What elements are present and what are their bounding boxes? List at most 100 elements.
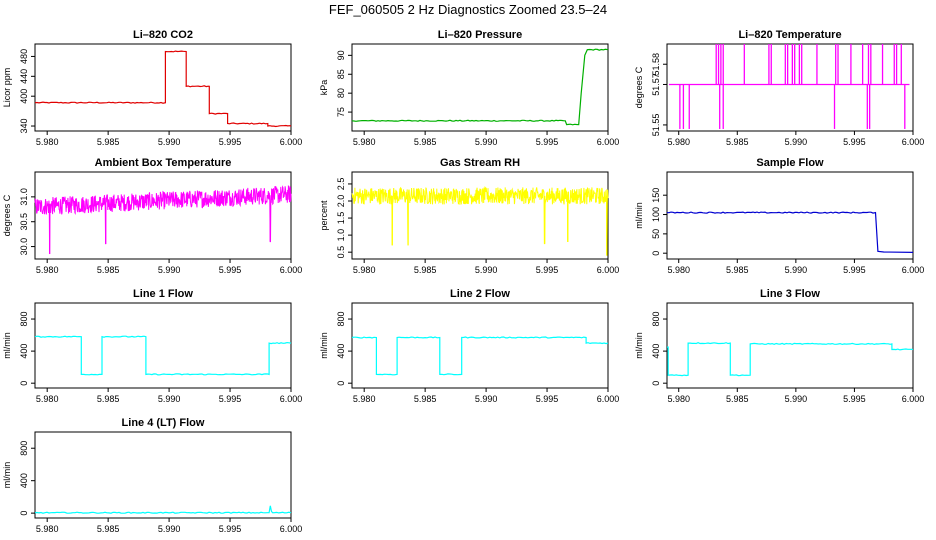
y-tick-label: 75	[336, 107, 346, 117]
y-tick-label: 400	[19, 473, 29, 488]
panel-title: Ambient Box Temperature	[95, 157, 232, 169]
x-tick-label: 5.985	[726, 137, 749, 147]
y-tick-label: 440	[19, 69, 29, 84]
y-tick-label: 100	[651, 207, 661, 222]
x-tick-label: 6.000	[280, 265, 303, 275]
x-tick-label: 5.995	[219, 265, 242, 275]
panel-title: Sample Flow	[756, 157, 824, 169]
y-tick-label: 2.5	[336, 178, 346, 191]
chart-panel: Li–820 Temperature degrees C 5.980 5.985 5.9…	[634, 29, 924, 147]
data-series	[667, 342, 914, 377]
y-axis-label: kPa	[319, 80, 329, 96]
x-tick-label: 5.995	[843, 265, 866, 275]
y-tick-label: 400	[19, 344, 29, 359]
x-tick-label: 5.990	[785, 137, 808, 147]
x-tick-label: 6.000	[280, 137, 303, 147]
y-tick-label: 400	[651, 344, 661, 359]
chart-panel: Sample Flow ml/min 5.980 5.985 5.990 5.995 6.0…	[634, 157, 924, 275]
x-tick-label: 5.980	[36, 137, 59, 147]
data-series	[34, 185, 292, 255]
x-tick-label: 5.980	[667, 137, 690, 147]
x-tick-label: 5.980	[353, 265, 376, 275]
y-tick-label: 0.5	[336, 246, 346, 259]
x-tick-label: 6.000	[902, 265, 925, 275]
y-axis-label: ml/min	[634, 332, 644, 359]
y-tick-label: 31.0	[19, 188, 29, 206]
x-tick-label: 5.980	[36, 524, 59, 534]
y-tick-label: 30.0	[19, 238, 29, 256]
y-tick-label: 0	[336, 381, 346, 386]
y-tick-label: 51.55	[651, 114, 661, 137]
panel-title: Line 1 Flow	[133, 288, 193, 300]
y-tick-label: 51.57	[651, 73, 661, 96]
x-tick-label: 5.990	[158, 524, 181, 534]
y-tick-label: 0	[19, 511, 29, 516]
y-tick-label: 400	[19, 89, 29, 104]
x-tick-label: 5.990	[158, 394, 181, 404]
y-tick-label: 0	[19, 381, 29, 386]
panel-title: Li–820 Temperature	[738, 29, 841, 41]
x-tick-label: 6.000	[902, 394, 925, 404]
y-tick-label: 400	[336, 344, 346, 359]
y-axis-label: Licor ppm	[2, 68, 12, 108]
data-series	[669, 44, 910, 129]
x-tick-label: 5.980	[36, 394, 59, 404]
x-tick-label: 5.990	[785, 265, 808, 275]
x-tick-label: 6.000	[280, 524, 303, 534]
series-line	[34, 505, 292, 514]
y-tick-label: 50	[651, 229, 661, 239]
chart-panel: Li–820 CO2 Licor ppm 5.980 5.985 5.990 5.995 6…	[2, 29, 302, 147]
series-line	[667, 342, 914, 377]
x-tick-label: 5.995	[536, 137, 559, 147]
x-tick-label: 5.995	[219, 137, 242, 147]
y-tick-label: 2.0	[336, 195, 346, 208]
series-line	[351, 336, 609, 376]
y-axis-label: ml/min	[319, 332, 329, 359]
y-tick-label: 150	[651, 188, 661, 203]
y-tick-label: 0	[651, 381, 661, 386]
plot-frame	[351, 171, 609, 260]
chart-panel: Line 3 Flow ml/min 5.980 5.985 5.990 5.995 6.0…	[634, 288, 924, 404]
plot-frame	[34, 43, 292, 132]
x-tick-label: 5.985	[97, 265, 120, 275]
x-tick-label: 6.000	[597, 137, 620, 147]
series-line	[34, 50, 292, 128]
series-line	[34, 335, 292, 376]
y-tick-label: 80	[336, 88, 346, 98]
panel-title: Li–820 Pressure	[438, 29, 522, 41]
x-tick-label: 5.995	[536, 265, 559, 275]
y-axis-label: ml/min	[2, 332, 12, 359]
x-tick-label: 5.980	[353, 137, 376, 147]
y-tick-label: 800	[336, 312, 346, 327]
x-tick-label: 5.995	[843, 137, 866, 147]
x-tick-label: 5.995	[219, 524, 242, 534]
chart-panel: Li–820 Pressure kPa 5.980 5.985 5.990 5.995 6.…	[319, 29, 619, 147]
x-tick-label: 6.000	[597, 265, 620, 275]
series-line	[666, 211, 914, 253]
x-tick-label: 5.985	[414, 265, 437, 275]
x-tick-label: 6.000	[902, 137, 925, 147]
chart-panel: Line 4 (LT) Flow ml/min 5.980 5.985 5.990 5.9…	[2, 417, 302, 534]
data-series	[666, 211, 914, 253]
panel-title: Gas Stream RH	[440, 157, 520, 169]
y-axis-label: ml/min	[2, 462, 12, 489]
y-tick-label: 51.58	[651, 53, 661, 76]
x-tick-label: 5.990	[475, 137, 498, 147]
plot-frame	[34, 171, 292, 260]
plot-frame	[666, 43, 914, 132]
plot-frame	[666, 171, 914, 260]
data-series	[351, 186, 609, 256]
y-tick-label: 340	[19, 119, 29, 134]
data-series	[34, 50, 292, 128]
y-tick-label: 85	[336, 69, 346, 79]
x-tick-label: 5.990	[475, 394, 498, 404]
x-tick-label: 5.995	[219, 394, 242, 404]
y-axis-label: ml/min	[634, 202, 644, 229]
panel-title: Line 3 Flow	[760, 288, 820, 300]
y-axis-label: degrees C	[2, 194, 12, 236]
chart-panel: Gas Stream RH percent 5.980 5.985 5.990 5.995…	[319, 157, 619, 275]
data-series	[34, 505, 292, 514]
x-tick-label: 5.995	[536, 394, 559, 404]
x-tick-label: 5.980	[353, 394, 376, 404]
